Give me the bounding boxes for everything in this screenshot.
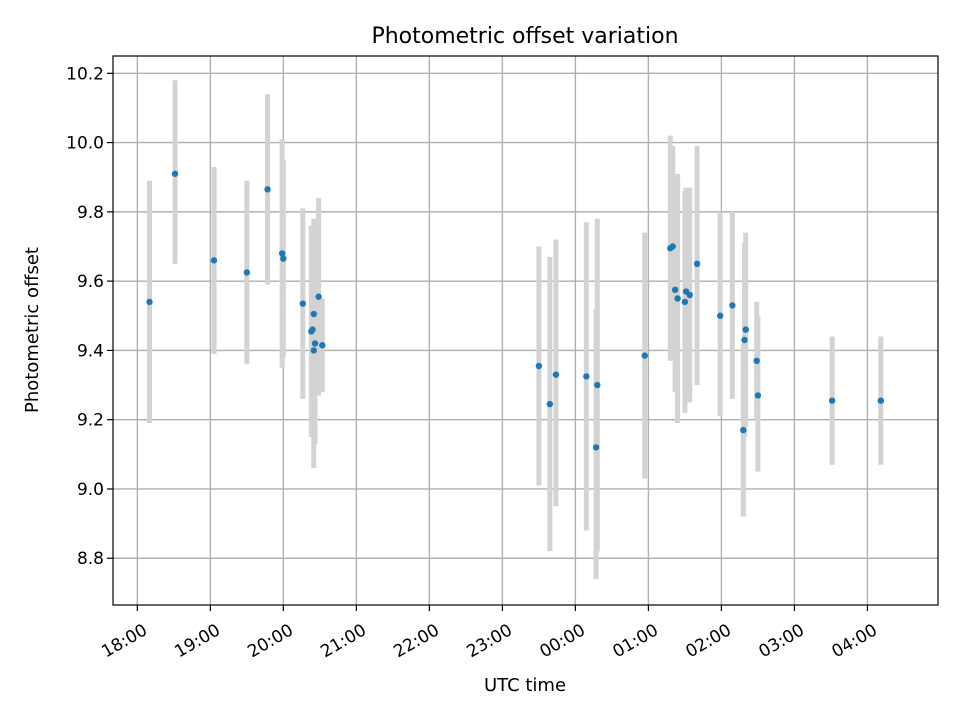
data-point (686, 291, 693, 299)
y-tick-label: 9.8 (77, 203, 104, 223)
data-point (171, 170, 179, 177)
y-tick-label: 9.2 (77, 411, 104, 431)
y-axis-label: Photometric offset (22, 247, 43, 413)
x-axis-label: UTC time (484, 675, 566, 696)
plot-frame (112, 55, 939, 606)
data-point (299, 300, 307, 307)
data-point (310, 310, 317, 318)
chart-title: Photometric offset variation (371, 24, 678, 49)
data-point (278, 250, 286, 257)
data-point (877, 397, 885, 404)
data-point (740, 426, 747, 434)
data-point (669, 243, 676, 250)
y-tick-label: 10.2 (66, 64, 104, 84)
data-point (828, 397, 836, 404)
data-point (753, 357, 760, 365)
x-tick-label: 03:00 (755, 620, 807, 662)
x-tick-label: 22:00 (390, 620, 442, 662)
data-point (264, 186, 271, 193)
x-axis-ticks: 18:00 19:00 20:00 21:00 22:00 23:00 00:00 01:00… (98, 605, 881, 662)
data-point (280, 255, 287, 262)
data-point (594, 381, 601, 389)
y-tick-label: 9.4 (77, 341, 104, 361)
y-tick-label: 9.6 (77, 272, 104, 292)
x-tick-label: 19:00 (171, 620, 223, 662)
y-tick-label: 10.0 (66, 134, 104, 154)
data-point (716, 312, 724, 319)
data-points (146, 170, 885, 451)
data-point (592, 444, 600, 451)
data-point (674, 295, 681, 302)
x-tick-label: 21:00 (317, 620, 369, 662)
x-tick-label: 04:00 (828, 620, 880, 662)
data-point (535, 362, 543, 370)
data-point (310, 347, 317, 354)
x-tick-label: 01:00 (609, 620, 661, 662)
data-point (315, 293, 322, 300)
data-point (319, 342, 326, 349)
data-point (210, 257, 218, 264)
y-tick-label: 9.0 (77, 480, 104, 500)
x-tick-label: 02:00 (682, 620, 734, 662)
data-point (583, 373, 590, 380)
data-point (742, 326, 749, 333)
y-axis-ticks: 8.8 9.0 9.2 9.4 9.6 9.8 10.0 10.2 (66, 64, 113, 569)
data-point (693, 260, 701, 268)
x-tick-label: 23:00 (463, 620, 515, 662)
data-point (146, 298, 153, 306)
data-point (641, 352, 648, 359)
data-point (552, 371, 560, 378)
data-point (671, 286, 679, 294)
grid (113, 56, 938, 605)
data-point (729, 302, 736, 309)
data-point (754, 392, 762, 399)
x-tick-label: 00:00 (536, 620, 588, 662)
data-point (311, 340, 319, 347)
y-tick-label: 8.8 (77, 549, 104, 569)
error-bars (147, 80, 884, 580)
x-tick-label: 18:00 (98, 620, 150, 662)
x-tick-label: 20:00 (244, 620, 296, 662)
data-point (309, 326, 316, 333)
data-point (741, 336, 748, 344)
data-point (243, 269, 251, 276)
data-point (681, 298, 689, 306)
data-point (546, 400, 554, 408)
